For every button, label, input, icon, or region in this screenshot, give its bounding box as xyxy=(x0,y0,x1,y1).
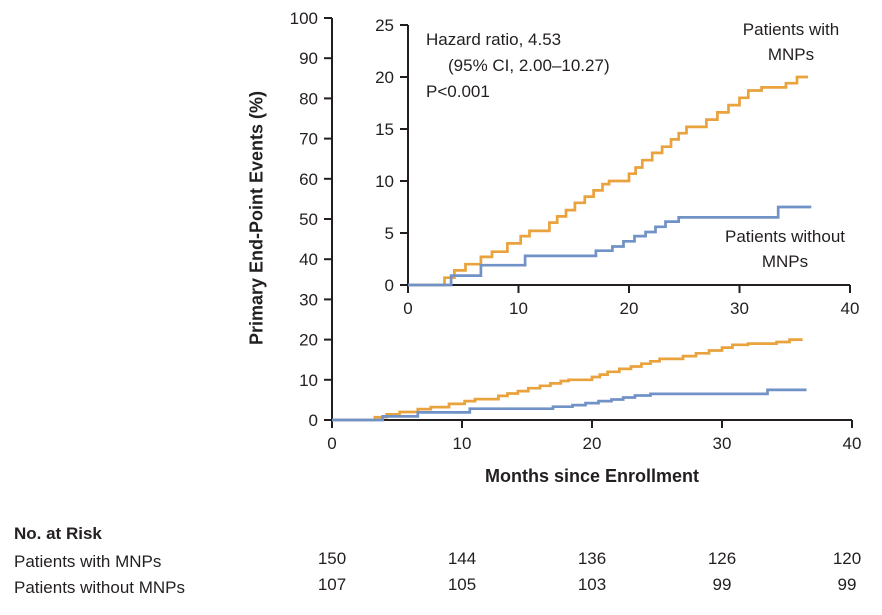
y-tick-label: 10 xyxy=(299,371,318,390)
x-tick-label: 20 xyxy=(583,434,602,453)
y-tick-label: 20 xyxy=(375,68,394,87)
y-tick-label: 70 xyxy=(299,130,318,149)
y-axis-label: Primary End-Point Events (%) xyxy=(246,90,267,346)
curve-patients-with-mnps xyxy=(332,338,803,422)
risk-value: 150 xyxy=(317,549,347,568)
y-tick-label: 60 xyxy=(299,170,318,189)
risk-value: 126 xyxy=(707,549,737,568)
risk-value: 144 xyxy=(447,549,477,568)
y-tick-label: 100 xyxy=(290,9,318,28)
risk-row-label-without: Patients without MNPs xyxy=(14,578,186,597)
y-tick-label: 80 xyxy=(299,89,318,108)
x-tick-label: 40 xyxy=(841,299,860,318)
y-tick-label: 0 xyxy=(309,411,318,430)
y-tick-label: 30 xyxy=(299,290,318,309)
inset-chart: 0 5 10 15 20 25 0 10 20 30 40 xyxy=(375,16,859,318)
x-tick-label: 20 xyxy=(620,299,639,318)
hazard-ratio-annotation: Hazard ratio, 4.53 (95% CI, 2.00–10.27) … xyxy=(426,27,610,105)
risk-value: 103 xyxy=(577,575,607,594)
y-tick-label: 15 xyxy=(375,120,394,139)
risk-value: 107 xyxy=(317,575,347,594)
risk-value: 120 xyxy=(832,549,862,568)
y-tick-label: 5 xyxy=(385,224,394,243)
risk-value: 105 xyxy=(447,575,477,594)
x-axis-label: Months since Enrollment xyxy=(484,466,700,486)
curve-patients-without-mnps xyxy=(332,388,807,422)
curve-patients-without-mnps xyxy=(408,205,812,287)
x-tick-label: 10 xyxy=(509,299,528,318)
series-label-without-mnps: Patients without MNPs xyxy=(700,224,870,274)
risk-value: 99 xyxy=(712,575,732,594)
series-label-with-line2: MNPs xyxy=(767,45,815,64)
risk-table-title: No. at Risk xyxy=(14,524,102,543)
risk-value: 99 xyxy=(837,575,857,594)
x-tick-label: 30 xyxy=(713,434,732,453)
y-tick-label: 0 xyxy=(385,276,394,295)
risk-row-label-with: Patients with MNPs xyxy=(14,552,162,571)
y-tick-label: 90 xyxy=(299,49,318,68)
risk-value: 136 xyxy=(577,549,607,568)
x-tick-label: 0 xyxy=(403,299,412,318)
y-tick-label: 20 xyxy=(299,331,318,350)
y-tick-label: 50 xyxy=(299,210,318,229)
y-tick-label: 40 xyxy=(299,250,318,269)
series-label-with-mnps: Patients with MNPs xyxy=(712,17,870,67)
series-label-with-line1: Patients with xyxy=(742,20,840,39)
x-tick-label: 0 xyxy=(327,434,336,453)
series-label-without-line2: MNPs xyxy=(761,252,809,271)
x-tick-label: 40 xyxy=(843,434,862,453)
x-tick-label: 30 xyxy=(730,299,749,318)
hazard-ratio-text: Hazard ratio, 4.53 xyxy=(426,30,562,49)
curve-patients-with-mnps xyxy=(408,75,808,287)
y-tick-label: 10 xyxy=(375,172,394,191)
series-label-without-line1: Patients without xyxy=(724,227,845,246)
y-tick-label: 25 xyxy=(375,16,394,35)
p-value-text: P<0.001 xyxy=(426,82,490,101)
x-tick-label: 10 xyxy=(453,434,472,453)
confidence-interval-text: (95% CI, 2.00–10.27) xyxy=(448,56,610,75)
